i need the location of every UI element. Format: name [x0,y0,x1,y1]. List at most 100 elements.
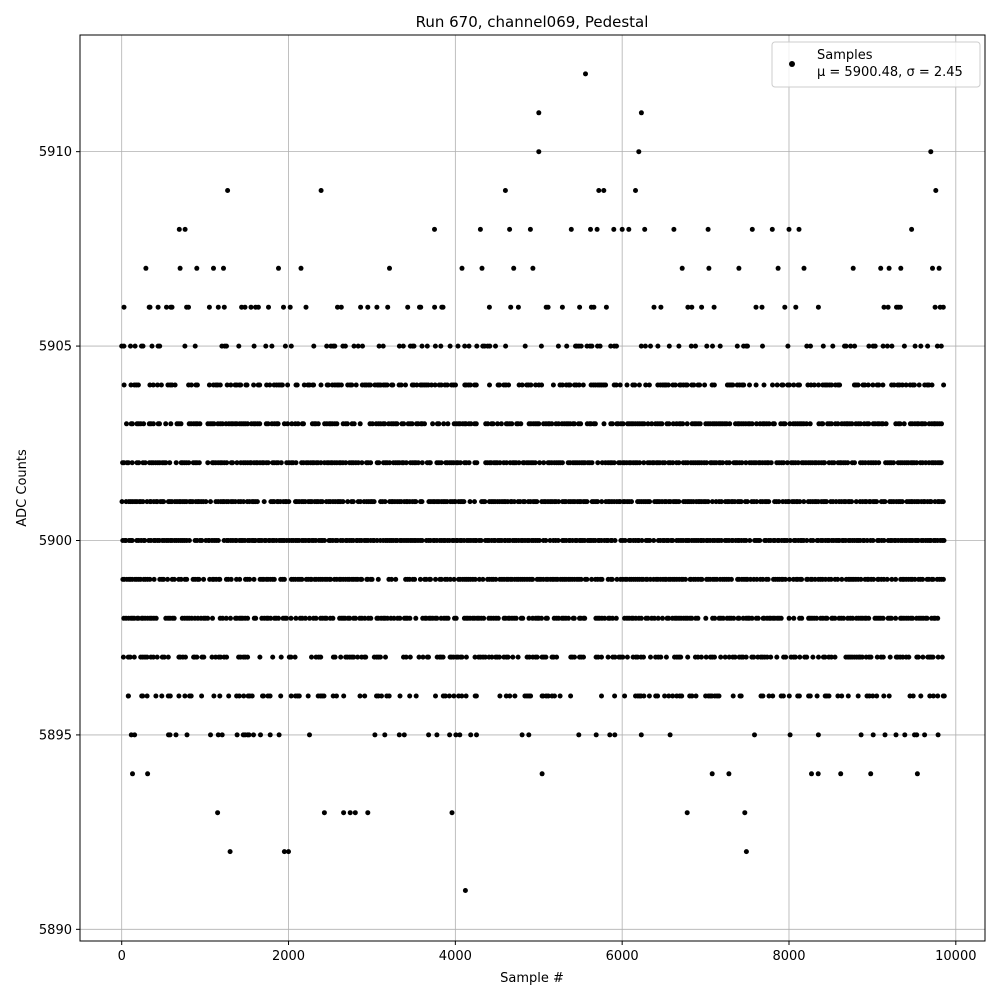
data-point [293,460,299,466]
data-point [150,654,156,660]
data-point [276,265,281,271]
data-point [391,615,397,621]
data-point [154,654,160,660]
data-point [390,382,396,388]
data-point [885,304,891,310]
data-point [257,382,263,388]
data-point [870,693,876,699]
data-point [299,576,305,582]
data-point [871,576,876,582]
data-point [360,343,365,349]
data-point [786,615,792,621]
data-point [936,265,942,271]
data-point [411,343,417,349]
data-point [369,576,375,582]
data-point [397,615,403,621]
data-point [849,499,855,505]
data-point [480,576,486,582]
data-point [889,576,895,582]
data-point [487,382,492,388]
data-point [581,654,586,660]
data-point [355,460,361,466]
data-point [349,382,355,388]
data-point [754,499,760,505]
data-point [245,654,251,660]
data-point [249,693,255,699]
data-point [515,304,521,310]
data-point [161,576,167,582]
data-point [203,499,209,505]
data-point [429,382,434,388]
data-point [651,538,657,543]
data-point [184,576,190,582]
data-point [321,810,327,816]
data-point [884,576,890,582]
data-point [238,382,244,388]
data-point [649,421,655,427]
data-point [899,499,905,505]
data-point [612,732,618,738]
data-point [534,499,540,505]
data-point [731,615,737,621]
data-point [397,693,403,699]
data-point [459,693,465,699]
data-point [556,615,562,621]
data-point [289,421,295,427]
data-point [626,226,632,232]
data-point [279,382,285,388]
data-point [884,343,890,349]
data-point [295,421,301,427]
y-tick-label: 5890 [39,923,72,938]
data-point [940,576,946,582]
data-point [608,343,614,349]
data-point [178,576,184,582]
data-point [676,499,682,505]
data-point [515,654,521,660]
data-point [633,188,638,193]
data-point [899,382,905,388]
data-point [679,693,685,699]
data-point [589,460,595,466]
data-point [507,693,513,699]
data-point [862,382,868,388]
data-point [849,421,855,427]
data-point [588,226,593,232]
data-point [612,654,618,660]
data-point [194,382,200,388]
data-point [225,188,231,193]
data-point [751,654,757,660]
data-point [752,732,757,738]
data-point [285,421,291,427]
data-point [215,538,221,543]
data-point [841,615,847,621]
data-point [672,382,678,388]
data-point [294,382,300,388]
data-point [334,421,340,427]
data-point [556,499,562,505]
data-point [816,654,821,660]
data-point [161,654,167,660]
data-point [135,382,141,388]
data-point [797,499,803,505]
data-point [760,343,765,349]
data-point [145,771,151,777]
data-point [221,265,226,271]
data-point [427,460,433,466]
data-point [910,615,915,621]
data-point [583,71,588,77]
data-point [730,382,736,388]
data-point [782,576,788,582]
data-point [557,693,563,699]
data-point [743,849,749,855]
data-point [352,810,358,816]
data-point [318,188,324,193]
data-point [251,732,256,738]
data-point [419,343,425,349]
data-point [178,421,184,427]
data-point [528,693,534,699]
data-point [709,771,715,777]
data-point [257,654,263,660]
data-point [745,343,750,349]
data-point [394,421,400,427]
